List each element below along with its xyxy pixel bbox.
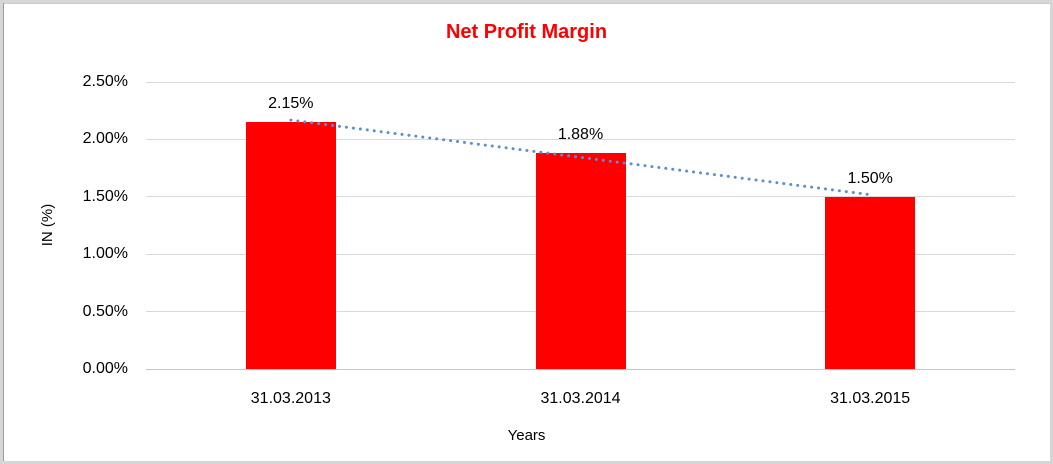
x-tick-label: 31.03.2013 xyxy=(250,390,331,407)
x-axis-title: Years xyxy=(507,427,546,444)
x-tick-label: 31.03.2014 xyxy=(540,390,621,407)
y-tick-label: 2.50% xyxy=(82,73,128,90)
bar-data-label: 2.15% xyxy=(268,95,314,113)
bar-data-label: 1.50% xyxy=(847,169,893,187)
y-axis-title: IN (%) xyxy=(39,203,56,247)
y-tick-label: 1.00% xyxy=(82,245,128,263)
bar xyxy=(825,196,916,369)
gridline xyxy=(146,81,1015,83)
bar-data-label: 1.88% xyxy=(557,126,604,144)
y-tick-label: 0.50% xyxy=(82,302,128,320)
y-tick-label: 0.00% xyxy=(82,360,128,377)
y-tick-label: 2.00% xyxy=(82,130,128,148)
y-tick-label: 1.50% xyxy=(82,187,128,205)
bar xyxy=(245,122,336,369)
gridline xyxy=(146,368,1015,370)
bar xyxy=(535,153,626,369)
x-tick-label: 31.03.2015 xyxy=(830,390,911,407)
chart-title: Net Profit Margin xyxy=(445,21,608,43)
